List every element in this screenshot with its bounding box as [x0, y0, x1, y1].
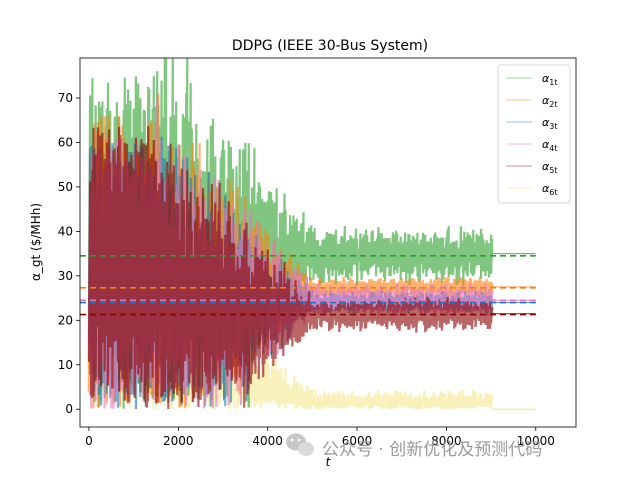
x-tick-label: 8000	[431, 434, 462, 448]
x-tick-label: 6000	[342, 434, 373, 448]
legend-label: α1t	[542, 72, 558, 87]
wechat-icon	[286, 433, 314, 456]
plot-frame	[79, 57, 577, 428]
chart-title: DDPG (IEEE 30-Bus System)	[232, 38, 428, 54]
y-tick-label: 50	[58, 180, 73, 194]
y-axis: 0 10 20 30 40 50 60 70	[58, 91, 80, 416]
y-tick-label: 0	[65, 402, 73, 416]
x-axis-label: t	[326, 455, 332, 469]
legend-label: α3t	[542, 116, 558, 131]
y-tick-label: 70	[58, 91, 73, 105]
legend: α1t α2t α3t α4t α5t α6t	[497, 64, 571, 204]
legend-label: α4t	[542, 138, 558, 153]
y-axis-label: α_gt ($/MHh)	[29, 203, 43, 281]
legend-label: α6t	[542, 182, 558, 197]
x-tick-label: 10000	[517, 434, 555, 448]
x-tick-label: 2000	[163, 434, 194, 448]
x-tick-label: 4000	[252, 434, 283, 448]
y-tick-label: 40	[58, 224, 73, 238]
watermark-text: 公众号 · 创新优化及预测代码	[322, 440, 542, 460]
x-axis: 0 2000 4000 6000 8000 10000	[85, 427, 555, 448]
legend-label: α2t	[542, 94, 558, 109]
mean-lines	[80, 255, 536, 316]
y-tick-label: 30	[58, 269, 73, 283]
y-tick-label: 20	[58, 313, 73, 327]
y-tick-label: 10	[58, 358, 73, 372]
watermark: 公众号 · 创新优化及预测代码	[286, 433, 542, 460]
series-trace	[87, 126, 494, 410]
legend-frame	[497, 64, 571, 204]
y-tick-label: 60	[58, 135, 73, 149]
x-tick-label: 0	[85, 434, 93, 448]
legend-label: α5t	[542, 160, 558, 175]
